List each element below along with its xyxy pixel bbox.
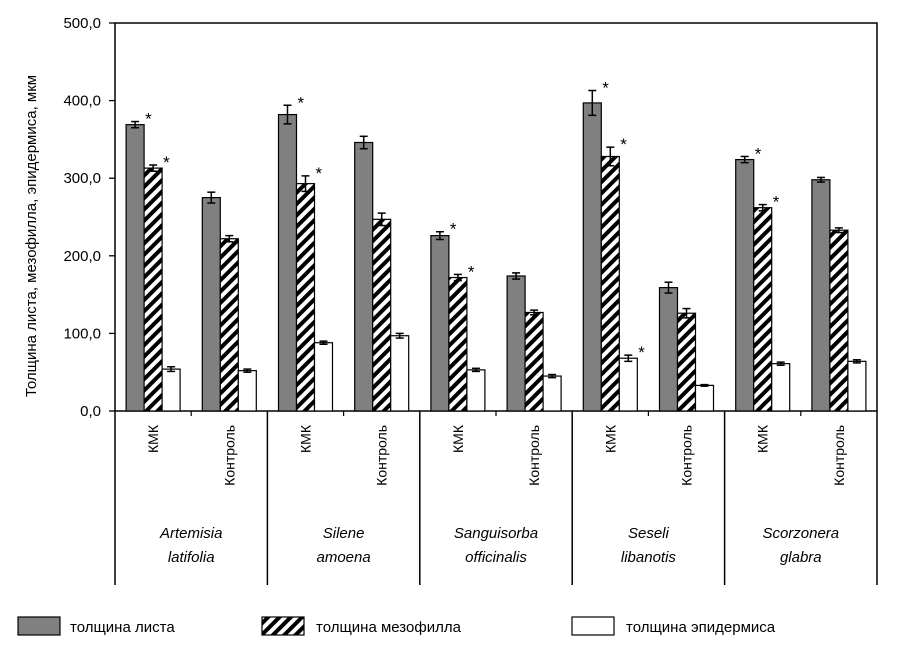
condition-label: Контроль	[679, 425, 695, 486]
bar	[829, 229, 849, 412]
y-tick-label: 0,0	[80, 403, 101, 420]
bar	[582, 102, 602, 412]
bar	[201, 197, 221, 412]
significance-marker: *	[163, 153, 170, 172]
bar	[618, 357, 638, 412]
species-label-line2: officinalis	[465, 549, 527, 566]
significance-marker: *	[145, 110, 152, 129]
bar	[694, 384, 715, 412]
bar	[771, 363, 791, 412]
condition-label: КМК	[145, 424, 161, 453]
bar	[448, 276, 468, 412]
species-label-line1: Sanguisorba	[454, 525, 538, 542]
condition-label: Контроль	[374, 425, 390, 486]
significance-marker: *	[773, 193, 780, 212]
bar	[524, 311, 544, 412]
bar	[277, 113, 298, 412]
species-label-line1: Seseli	[628, 525, 670, 542]
significance-marker: *	[755, 144, 762, 163]
bar	[506, 275, 526, 412]
bar	[161, 368, 181, 412]
bar	[237, 370, 257, 412]
bar	[219, 238, 239, 412]
species-label-line2: latifolia	[168, 549, 215, 566]
bar	[390, 335, 410, 412]
condition-label: Контроль	[221, 425, 237, 486]
condition-label: КМК	[298, 424, 314, 453]
species-label-line1: Scorzonera	[762, 525, 839, 542]
bar	[600, 155, 620, 412]
significance-marker: *	[638, 343, 645, 362]
bar	[753, 207, 773, 412]
bar	[143, 167, 163, 412]
significance-marker: *	[468, 262, 475, 281]
y-axis-label: Толщина листа, мезофилла, эпидермиса, мк…	[23, 75, 40, 397]
bar	[313, 342, 334, 412]
y-tick-label: 100,0	[63, 325, 101, 342]
bar	[542, 375, 562, 412]
bar	[372, 218, 392, 412]
bar	[354, 141, 374, 412]
bar	[658, 287, 679, 412]
species-label-line1: Artemisia	[159, 525, 223, 542]
condition-label: Контроль	[526, 425, 542, 486]
species-label-line2: glabra	[780, 549, 822, 566]
bar	[847, 360, 867, 412]
significance-marker: *	[450, 220, 457, 239]
condition-label: Контроль	[831, 425, 847, 486]
bar	[676, 312, 697, 412]
y-tick-label: 200,0	[63, 248, 101, 265]
bar	[125, 124, 145, 412]
significance-marker: *	[602, 79, 609, 98]
bar	[430, 235, 450, 412]
legend-swatch	[261, 616, 305, 636]
condition-label: КМК	[602, 424, 618, 453]
significance-marker: *	[620, 135, 627, 154]
significance-marker: *	[298, 93, 305, 112]
significance-marker: *	[316, 164, 323, 183]
condition-label: КМК	[755, 424, 771, 453]
bar	[295, 183, 316, 412]
species-label-line1: Silene	[323, 525, 365, 542]
condition-label: КМК	[450, 424, 466, 453]
legend: толщина листа толщина мезофилла толщина эп…	[17, 616, 776, 636]
bar	[811, 179, 831, 412]
y-tick-label: 500,0	[63, 15, 101, 32]
bar	[735, 158, 755, 412]
legend-label: толщина эпидермиса	[626, 619, 776, 636]
legend-swatch	[17, 616, 61, 636]
legend-swatch	[571, 616, 615, 636]
species-label-line2: amoena	[316, 549, 370, 566]
bar	[466, 369, 486, 412]
legend-label: толщина мезофилла	[316, 619, 462, 636]
y-tick-label: 300,0	[63, 170, 101, 187]
y-tick-label: 400,0	[63, 93, 101, 110]
species-label-line2: libanotis	[621, 549, 677, 566]
legend-label: толщина листа	[70, 619, 175, 636]
